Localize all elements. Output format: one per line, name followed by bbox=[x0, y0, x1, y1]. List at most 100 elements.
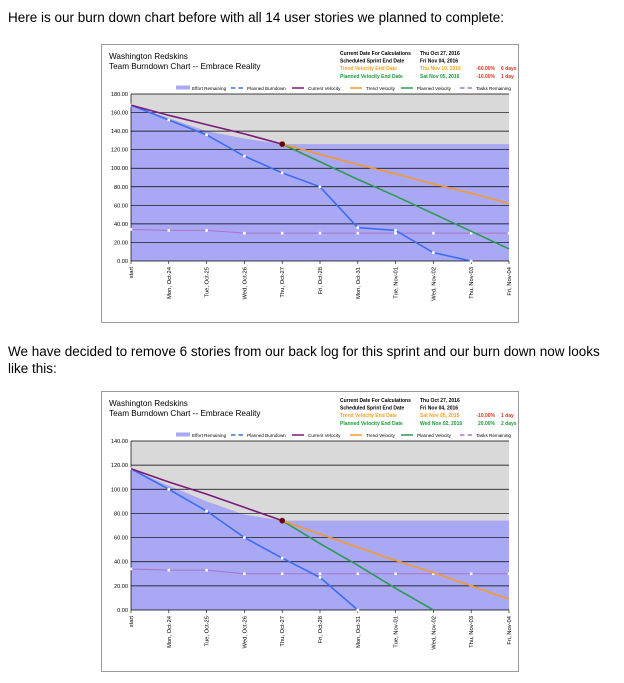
c1-y-tick-label: 140.00 bbox=[111, 439, 128, 445]
c0-info-days: 6 days bbox=[501, 66, 517, 72]
c1-legend-item: Current Velocity bbox=[292, 433, 341, 438]
c0-current-point-marker bbox=[279, 141, 286, 147]
c0-x-tick-label: Mon, Oct-24 bbox=[167, 266, 173, 299]
c0-planned-burndown-marker bbox=[167, 118, 171, 122]
c0-legend-label: Planned Burndown bbox=[247, 86, 286, 91]
c1-chart-subtitle: Team Burndown Chart -- Embrace Reality bbox=[109, 409, 261, 418]
c0-y-tick-label: 180.00 bbox=[111, 92, 128, 98]
c1-tasks-remaining-marker bbox=[318, 572, 322, 576]
c0-tasks-remaining-marker bbox=[432, 231, 435, 235]
c0-planned-burndown-marker bbox=[432, 251, 435, 254]
c1-legend-item: Trend Velocity bbox=[350, 433, 396, 438]
c1-planned-burndown-marker bbox=[167, 487, 171, 491]
burndown-chart-before: Washington Redskins Team Burndown Chart -… bbox=[101, 44, 519, 323]
c1-info-pct: -10.00% bbox=[476, 413, 495, 419]
c0-tasks-remaining-marker bbox=[167, 229, 171, 232]
c0-legend-marker bbox=[464, 86, 468, 90]
c1-info-days: 2 days bbox=[501, 421, 517, 427]
c1-legend-item: Tasks Remaining bbox=[460, 433, 511, 438]
c0-legend-label: Effort Remaining bbox=[192, 86, 227, 91]
c0-y-tick-label: 140.00 bbox=[111, 129, 128, 135]
c0-y-tick-label: 60.00 bbox=[114, 203, 128, 209]
c1-tasks-remaining-marker bbox=[167, 568, 171, 572]
c0-planned-burndown-marker bbox=[394, 229, 397, 232]
c0-legend-item: Effort Remaining bbox=[176, 85, 227, 91]
c1-y-tick-label: 60.00 bbox=[114, 536, 128, 542]
c0-planned-burndown-marker bbox=[356, 226, 360, 229]
c0-tasks-remaining-marker bbox=[356, 231, 360, 235]
c1-tasks-remaining-marker bbox=[394, 572, 397, 576]
c1-x-tick-label: Thu, Nov-03 bbox=[469, 616, 475, 648]
c0-tasks-remaining-marker bbox=[469, 231, 473, 235]
c0-legend-label: Current Velocity bbox=[308, 86, 341, 91]
c1-planned-burndown-marker bbox=[205, 509, 208, 513]
c0-planned-burndown-marker bbox=[129, 103, 133, 107]
c0-planned-burndown-marker bbox=[280, 171, 284, 175]
c0-x-tick-label: Wed, Nov-02 bbox=[431, 267, 437, 301]
c0-tasks-remaining-marker bbox=[129, 228, 133, 231]
c0-info-pct: -60.00% bbox=[476, 66, 495, 72]
c0-legend-item: Trend Velocity bbox=[350, 86, 396, 91]
c1-tasks-remaining-marker bbox=[507, 572, 511, 576]
c1-info-value: Thu Oct 27, 2016 bbox=[420, 398, 460, 404]
c0-info-label: Planned Velocity End Date bbox=[340, 74, 403, 80]
c0-info-label: Scheduled Sprint End Date bbox=[340, 59, 404, 65]
c1-legend-label: Trend Velocity bbox=[366, 433, 396, 438]
c0-x-tick-label: Fri, Nov-04 bbox=[507, 266, 513, 295]
c0-tasks-remaining-marker bbox=[394, 231, 397, 235]
c1-tasks-remaining-marker bbox=[469, 572, 473, 576]
c1-legend-label: Planned Burndown bbox=[247, 433, 286, 438]
c1-tasks-remaining-marker bbox=[356, 572, 360, 576]
c0-tasks-remaining-marker bbox=[280, 231, 284, 235]
c1-info-label: Planned Velocity End Date bbox=[340, 421, 403, 427]
c1-info-value: Wed Nov 02, 2016 bbox=[420, 421, 462, 427]
c0-info-label: Trend Velocity End Date bbox=[340, 66, 397, 72]
c0-x-tick-label: Thu, Nov-03 bbox=[469, 267, 475, 299]
c0-y-tick-label: 80.00 bbox=[114, 185, 128, 191]
c1-legend-swatch bbox=[176, 432, 190, 437]
c1-y-tick-label: 100.00 bbox=[111, 487, 128, 493]
c0-planned-velocity-line bbox=[281, 143, 510, 250]
c0-tasks-remaining-marker bbox=[318, 231, 322, 235]
c1-info-days: 1 day bbox=[501, 413, 514, 419]
c0-legend-label: Tasks Remaining bbox=[476, 86, 511, 91]
c1-info-value: Fri Nov 04, 2016 bbox=[420, 406, 458, 412]
c1-legend-label: Current Velocity bbox=[308, 433, 341, 438]
c0-legend-swatch bbox=[176, 85, 190, 90]
c1-x-tick-label: start bbox=[129, 616, 135, 628]
c0-info-value: Thu Nov 10, 2016 bbox=[420, 66, 461, 72]
c0-planned-burndown-marker bbox=[318, 185, 322, 189]
intro-text-2: We have decided to remove 6 stories from… bbox=[8, 344, 600, 376]
c0-info-days: 1 day bbox=[501, 74, 514, 80]
c1-y-tick-label: 120.00 bbox=[111, 463, 128, 469]
c1-legend-marker bbox=[464, 433, 468, 437]
c0-tasks-remaining-marker bbox=[243, 231, 246, 235]
c0-info-pct: -10.00% bbox=[476, 74, 495, 80]
c0-legend-item: Current Velocity bbox=[292, 86, 341, 91]
c1-x-tick-label: Fri, Nov-04 bbox=[507, 615, 513, 644]
c0-x-tick-label: Mon, Oct-31 bbox=[356, 267, 362, 299]
c1-y-tick-label: 0.00 bbox=[117, 608, 128, 614]
c1-legend-label: Planned Velocity bbox=[417, 433, 452, 438]
c0-info-value: Fri Nov 04, 2016 bbox=[420, 59, 458, 65]
c1-info-pct: 20.00% bbox=[478, 421, 496, 427]
c0-current-velocity-line bbox=[130, 104, 283, 145]
c1-current-point-marker bbox=[279, 517, 286, 524]
c1-x-tick-label: Wed, Nov-02 bbox=[431, 616, 437, 650]
c0-x-tick-label: Wed, Oct-26 bbox=[242, 267, 248, 299]
c0-x-tick-label: Tue, Oct-25 bbox=[205, 267, 211, 297]
c1-x-tick-label: Mon, Oct-31 bbox=[356, 616, 362, 648]
intro-text-1: Here is our burn down chart before with … bbox=[8, 10, 505, 25]
c1-planned-burndown-marker bbox=[318, 576, 322, 579]
c1-legend-item: Planned Burndown bbox=[231, 433, 286, 438]
c1-legend-label: Tasks Remaining bbox=[476, 433, 511, 438]
c0-planned-burndown-line bbox=[130, 104, 472, 262]
c1-x-tick-label: Wed, Oct-26 bbox=[242, 616, 248, 648]
c1-planned-burndown-marker bbox=[280, 556, 284, 560]
c1-x-tick-label: Tue, Oct-25 bbox=[205, 616, 211, 646]
c1-planned-burndown-marker bbox=[356, 608, 360, 612]
c0-y-tick-label: 40.00 bbox=[114, 222, 128, 228]
c1-planned-burndown-marker bbox=[243, 536, 246, 539]
